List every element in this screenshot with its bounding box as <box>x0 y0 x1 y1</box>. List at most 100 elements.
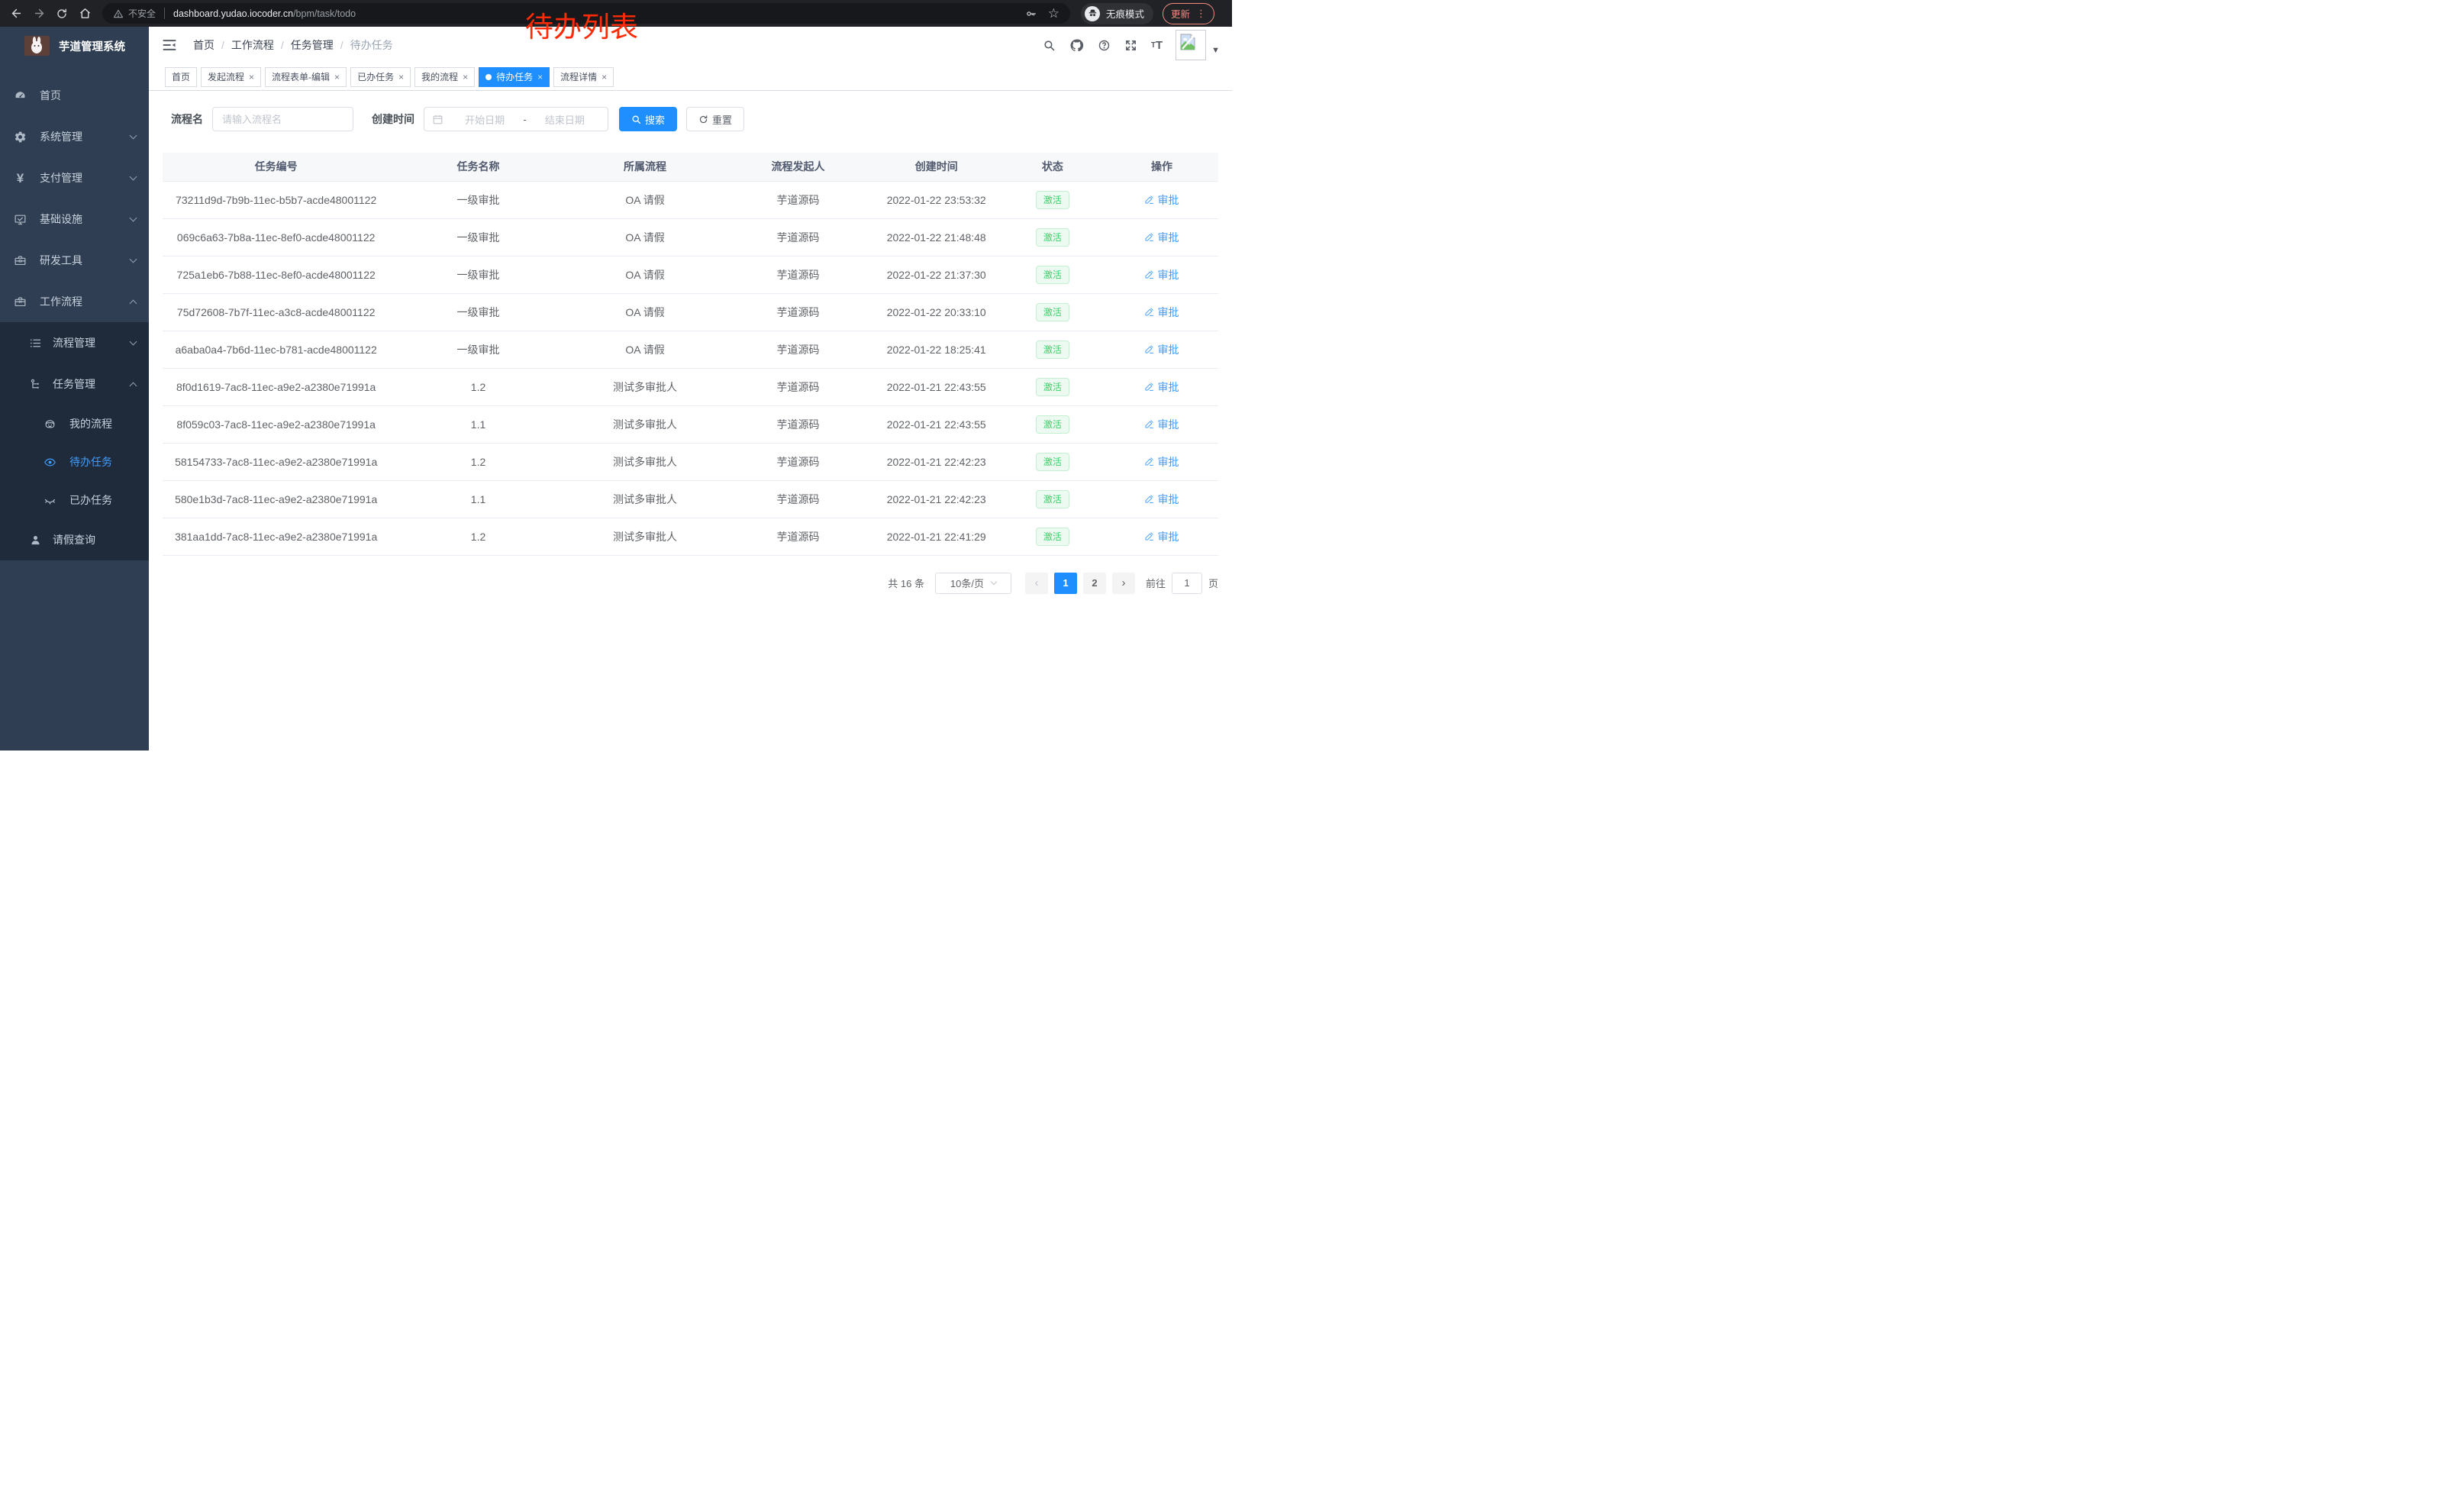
search-icon[interactable] <box>1036 39 1063 52</box>
sidebar-item-label: 请假查询 <box>53 534 95 546</box>
pencil-icon <box>1144 232 1154 242</box>
sidebar-item-工作流程[interactable]: 工作流程 <box>0 281 149 322</box>
cell-action: 审批 <box>1105 293 1218 331</box>
close-icon[interactable]: × <box>249 71 255 82</box>
app-logo[interactable]: 芋道管理系统 <box>0 27 149 65</box>
approve-link[interactable]: 审批 <box>1144 529 1179 544</box>
app-title: 芋道管理系统 <box>59 40 125 53</box>
approve-link[interactable]: 审批 <box>1144 267 1179 282</box>
cell-name: 一级审批 <box>389 181 567 219</box>
home-icon[interactable] <box>73 3 96 24</box>
sidebar-item-基础设施[interactable]: 基础设施 <box>0 199 149 240</box>
eye-closed-icon <box>44 494 56 507</box>
process-name-input[interactable] <box>212 107 353 131</box>
close-icon[interactable]: × <box>398 71 405 82</box>
close-icon[interactable]: × <box>537 71 543 82</box>
reload-icon[interactable] <box>50 3 73 24</box>
page-size-select[interactable]: 10条/页 <box>934 572 1011 594</box>
sidebar-item-任务管理[interactable]: 任务管理 <box>0 363 149 405</box>
reset-button[interactable]: 重置 <box>686 107 745 131</box>
cell-name: 一级审批 <box>389 256 567 294</box>
close-icon[interactable]: × <box>463 71 469 82</box>
breadcrumb-item[interactable]: 首页 <box>193 39 214 51</box>
tab-发起流程[interactable]: 发起流程 × <box>201 66 262 87</box>
page-size-value: 10条/页 <box>950 578 984 589</box>
forward-icon[interactable] <box>27 3 50 24</box>
table-row: 73211d9d-7b9b-11ec-b5b7-acde48001122 一级审批… <box>163 181 1218 219</box>
fullscreen-icon[interactable] <box>1118 39 1144 52</box>
approve-link[interactable]: 审批 <box>1144 342 1179 357</box>
sidebar-item-我的流程[interactable]: 我的流程 <box>0 405 149 443</box>
sidebar-item-首页[interactable]: 首页 <box>0 75 149 116</box>
tab-流程详情[interactable]: 流程详情 × <box>553 66 614 87</box>
cell-process: 测试多审批人 <box>566 480 724 518</box>
column-header: 任务编号 <box>163 153 390 182</box>
security-label: 不安全 <box>128 8 156 19</box>
approve-link[interactable]: 审批 <box>1144 492 1179 507</box>
approve-link[interactable]: 审批 <box>1144 305 1179 320</box>
key-icon[interactable] <box>1025 8 1037 20</box>
cell-action: 审批 <box>1105 518 1218 556</box>
approve-link[interactable]: 审批 <box>1144 192 1179 208</box>
date-range-picker[interactable]: 开始日期 - 结束日期 <box>424 107 608 131</box>
sidebar-item-已办任务[interactable]: 已办任务 <box>0 481 149 519</box>
end-date-placeholder: 结束日期 <box>544 114 585 126</box>
column-header: 所属流程 <box>566 153 724 182</box>
close-icon[interactable]: × <box>334 71 340 82</box>
process-name-label: 流程名 <box>171 113 203 125</box>
sidebar-item-支付管理[interactable]: ¥ 支付管理 <box>0 157 149 199</box>
next-page-button[interactable]: › <box>1111 572 1135 594</box>
list-icon <box>29 337 42 350</box>
sidebar-item-系统管理[interactable]: 系统管理 <box>0 116 149 157</box>
bookmark-star-icon[interactable]: ☆ <box>1047 5 1059 21</box>
approve-link[interactable]: 审批 <box>1144 230 1179 245</box>
avatar[interactable] <box>1176 30 1207 60</box>
sidebar-toggle-icon[interactable] <box>162 37 177 53</box>
approve-label: 审批 <box>1157 305 1179 318</box>
sidebar-item-label: 系统管理 <box>40 131 82 143</box>
breadcrumb-item[interactable]: 任务管理 <box>290 39 334 51</box>
goto-page-input[interactable] <box>1171 572 1202 594</box>
close-icon[interactable]: × <box>601 71 608 82</box>
cell-id: 069c6a63-7b8a-11ec-8ef0-acde48001122 <box>163 218 390 257</box>
cell-name: 1.1 <box>389 480 567 518</box>
approve-link[interactable]: 审批 <box>1144 379 1179 395</box>
column-header: 操作 <box>1105 153 1218 182</box>
cell-starter: 芋道源码 <box>723 181 873 219</box>
sidebar-item-研发工具[interactable]: 研发工具 <box>0 240 149 281</box>
cell-name: 1.1 <box>389 405 567 444</box>
sidebar-item-请假查询[interactable]: 请假查询 <box>0 519 149 560</box>
approve-link[interactable]: 审批 <box>1144 454 1179 470</box>
cell-action: 审批 <box>1105 218 1218 257</box>
back-icon[interactable] <box>5 3 27 24</box>
breadcrumb-item[interactable]: 工作流程 <box>231 39 274 51</box>
table-row: 069c6a63-7b8a-11ec-8ef0-acde48001122 一级审批… <box>163 218 1218 257</box>
github-icon[interactable] <box>1063 38 1091 53</box>
tags-view: 首页 发起流程 × 流程表单-编辑 × 已办任务 × 我的流程 × 待办任务 × 流程详情 × <box>149 63 1232 91</box>
sidebar-item-流程管理[interactable]: 流程管理 <box>0 322 149 363</box>
address-bar[interactable]: 不安全 dashboard.yudao.iocoder.cn/bpm/task/… <box>102 3 1070 24</box>
approve-link[interactable]: 审批 <box>1144 417 1179 432</box>
sidebar-item-待办任务[interactable]: 待办任务 <box>0 443 149 481</box>
page-button-1[interactable]: 1 <box>1053 572 1077 594</box>
cell-time: 2022-01-22 18:25:41 <box>872 331 1000 369</box>
prev-page-button[interactable]: ‹ <box>1024 572 1048 594</box>
sidebar-item-label: 流程管理 <box>53 337 95 349</box>
update-button[interactable]: 更新 ⋮ <box>1163 2 1215 24</box>
caret-down-icon[interactable]: ▼ <box>1211 46 1220 55</box>
cell-process: 测试多审批人 <box>566 368 724 406</box>
dashboard-icon <box>14 89 27 102</box>
tab-首页[interactable]: 首页 <box>165 66 198 87</box>
help-icon[interactable] <box>1091 39 1118 52</box>
kebab-menu-icon[interactable]: ⋮ <box>1196 7 1207 19</box>
tab-label: 发起流程 <box>208 72 245 82</box>
tab-待办任务[interactable]: 待办任务 × <box>479 66 550 87</box>
tab-我的流程[interactable]: 我的流程 × <box>414 66 476 87</box>
tab-已办任务[interactable]: 已办任务 × <box>350 66 411 87</box>
status-badge: 激活 <box>1035 340 1069 359</box>
page-button-2[interactable]: 2 <box>1082 572 1106 594</box>
tab-流程表单-编辑[interactable]: 流程表单-编辑 × <box>265 66 347 87</box>
update-label: 更新 <box>1171 9 1191 20</box>
search-button[interactable]: 搜索 <box>619 107 678 131</box>
